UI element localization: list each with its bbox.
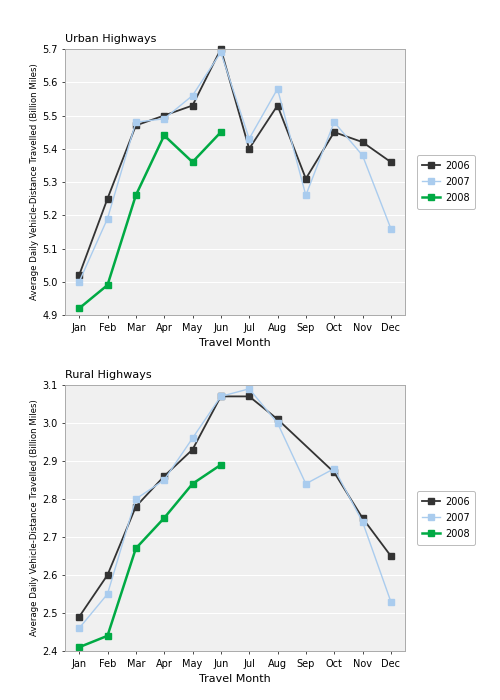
Text: Rural Highways: Rural Highways (65, 370, 152, 380)
X-axis label: Travel Month: Travel Month (199, 338, 271, 348)
X-axis label: Travel Month: Travel Month (199, 674, 271, 684)
Text: Urban Highways: Urban Highways (65, 34, 156, 44)
Legend: 2006, 2007, 2008: 2006, 2007, 2008 (416, 491, 476, 545)
Y-axis label: Average Daily Vehicle-Distance Travelled (Billion Miles): Average Daily Vehicle-Distance Travelled… (30, 400, 39, 636)
Legend: 2006, 2007, 2008: 2006, 2007, 2008 (416, 155, 476, 209)
Y-axis label: Average Daily Vehicle-Distance Travelled (Billion Miles): Average Daily Vehicle-Distance Travelled… (30, 64, 39, 300)
